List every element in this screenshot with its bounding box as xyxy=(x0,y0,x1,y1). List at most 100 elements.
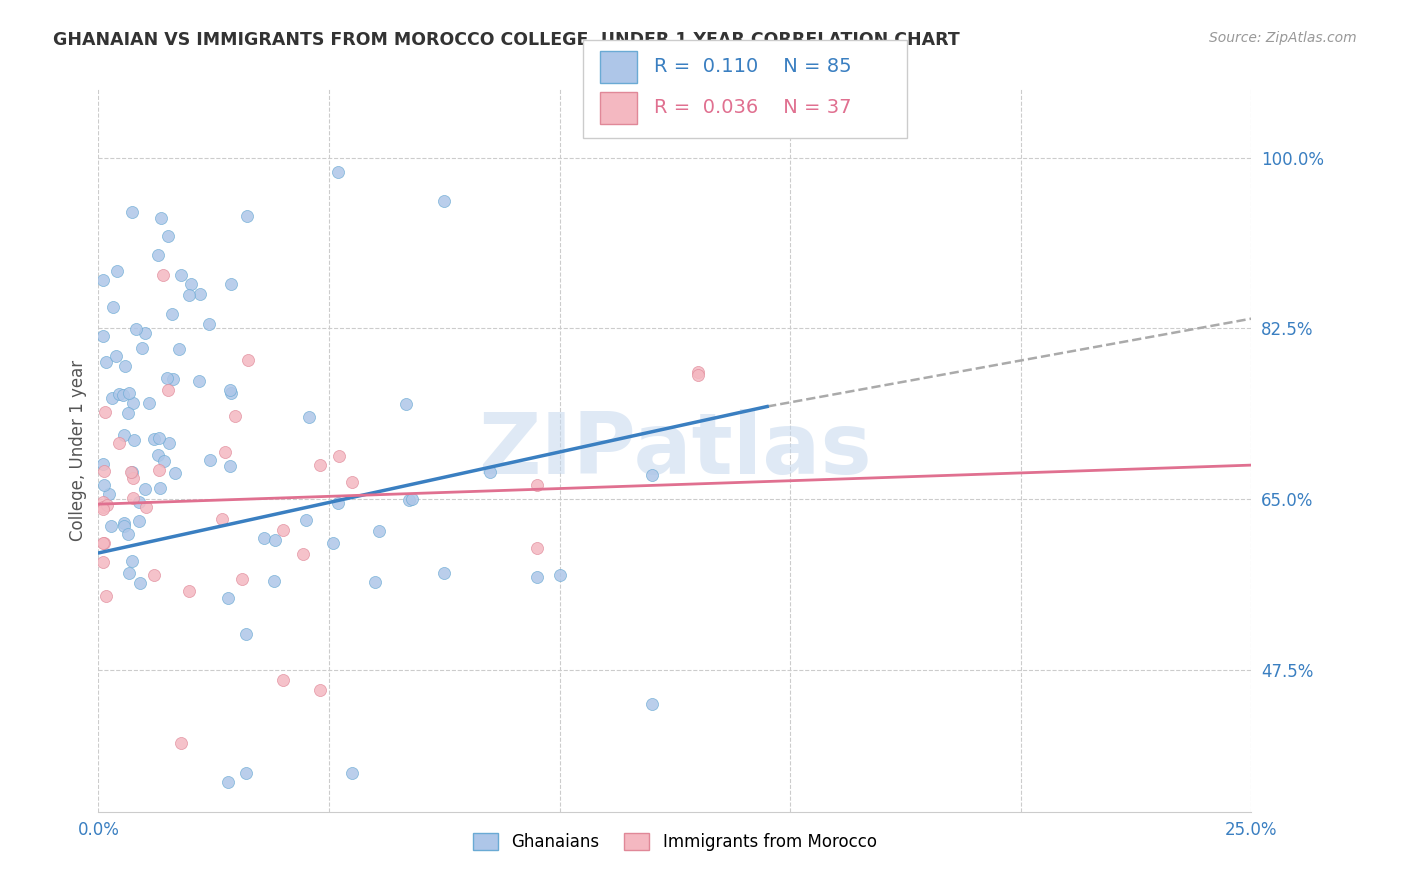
Point xyxy=(108,387,131,401)
Point xyxy=(105,264,128,278)
Point xyxy=(170,268,193,282)
Text: GHANAIAN VS IMMIGRANTS FROM MOROCCO COLLEGE, UNDER 1 YEAR CORRELATION CHART: GHANAIAN VS IMMIGRANTS FROM MOROCCO COLL… xyxy=(53,31,960,49)
Point xyxy=(146,448,169,462)
Point xyxy=(143,568,166,582)
Point xyxy=(214,445,236,459)
Point xyxy=(686,365,709,379)
Point xyxy=(297,410,319,425)
Point xyxy=(93,536,115,550)
Legend: Ghanaians, Immigrants from Morocco: Ghanaians, Immigrants from Morocco xyxy=(467,826,883,857)
Point xyxy=(148,431,170,445)
Point xyxy=(433,194,456,209)
Point xyxy=(134,482,156,496)
Point xyxy=(235,210,257,224)
Point xyxy=(122,491,145,505)
Point xyxy=(271,523,294,537)
Point xyxy=(120,466,142,480)
Point xyxy=(218,383,240,397)
Point xyxy=(91,328,114,343)
Point xyxy=(231,572,253,586)
Point xyxy=(121,465,143,479)
Point xyxy=(94,589,117,603)
Point xyxy=(198,453,221,467)
Point xyxy=(219,458,242,473)
Point xyxy=(112,519,135,533)
Point xyxy=(91,495,114,509)
Point xyxy=(117,406,139,420)
Point xyxy=(96,498,118,512)
Point xyxy=(100,391,122,405)
Point xyxy=(686,368,709,383)
Point xyxy=(398,493,420,508)
Point xyxy=(93,464,115,478)
Point xyxy=(264,533,287,548)
Point xyxy=(238,352,260,367)
Point xyxy=(364,574,387,589)
Point xyxy=(170,736,193,750)
Point xyxy=(150,211,173,226)
Point xyxy=(177,288,200,302)
Point xyxy=(118,566,141,580)
Point xyxy=(121,205,143,219)
Point xyxy=(169,342,191,356)
Point xyxy=(180,277,202,292)
Point xyxy=(548,568,571,582)
Point xyxy=(121,554,143,568)
Point xyxy=(479,465,502,479)
Point xyxy=(271,673,294,687)
Point xyxy=(328,496,350,510)
Point xyxy=(91,555,114,569)
Point xyxy=(263,574,285,589)
Point xyxy=(135,500,157,514)
Point xyxy=(295,513,318,527)
Point xyxy=(526,541,548,555)
Point xyxy=(322,536,344,550)
Point xyxy=(328,450,350,464)
Point xyxy=(128,514,150,528)
Point xyxy=(91,500,114,514)
Point xyxy=(253,532,276,546)
Point xyxy=(91,536,114,550)
Point xyxy=(124,433,146,447)
Point xyxy=(111,388,134,402)
Point xyxy=(149,481,172,495)
Point xyxy=(138,396,160,410)
Point xyxy=(395,397,418,411)
Point xyxy=(156,371,179,385)
Point xyxy=(101,300,124,314)
Point xyxy=(156,384,179,398)
Point xyxy=(401,491,423,506)
Point xyxy=(433,566,456,581)
Point xyxy=(160,307,183,321)
Point xyxy=(217,591,239,605)
Point xyxy=(211,512,233,526)
Y-axis label: College, Under 1 year: College, Under 1 year xyxy=(69,359,87,541)
Point xyxy=(112,516,135,530)
Point xyxy=(224,409,246,423)
Point xyxy=(98,487,121,501)
Point xyxy=(153,454,176,468)
Text: R =  0.036    N = 37: R = 0.036 N = 37 xyxy=(654,98,851,118)
Point xyxy=(128,576,150,591)
Point xyxy=(308,458,330,473)
Point xyxy=(94,404,117,418)
Text: ZIPatlas: ZIPatlas xyxy=(478,409,872,492)
Point xyxy=(108,435,131,450)
Point xyxy=(121,471,143,485)
Point xyxy=(114,359,136,374)
Point xyxy=(128,495,150,509)
Point xyxy=(93,478,115,492)
Point xyxy=(217,775,239,789)
Point xyxy=(291,547,314,561)
Point xyxy=(235,627,257,641)
Point xyxy=(100,518,122,533)
Point xyxy=(340,475,363,489)
Point xyxy=(340,765,363,780)
Point xyxy=(221,277,243,291)
Point xyxy=(96,355,118,369)
Point xyxy=(156,228,179,243)
Point xyxy=(198,317,221,331)
Point xyxy=(112,428,135,442)
Point xyxy=(188,374,211,388)
Point xyxy=(368,524,391,538)
